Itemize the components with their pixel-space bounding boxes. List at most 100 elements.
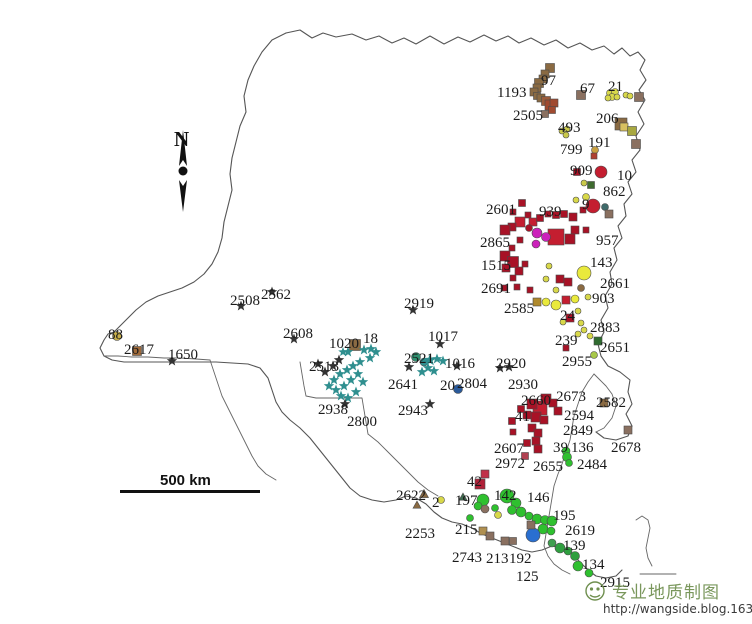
- map-point-symbol: [480, 504, 490, 514]
- map-point-symbol: [411, 352, 421, 362]
- map-point-symbol: [485, 531, 495, 541]
- map-point-symbol: [577, 319, 585, 327]
- map-point-symbol: [266, 286, 278, 297]
- map-point-label: 239: [555, 333, 578, 349]
- map-point-symbol: [509, 537, 517, 545]
- north-letter: N: [174, 127, 190, 151]
- map-point-label: 1650: [168, 347, 198, 363]
- map-point-symbol: [536, 214, 544, 222]
- map-point-symbol: [334, 368, 346, 379]
- map-point-symbol: [577, 284, 585, 292]
- map-point-symbol: [564, 233, 576, 245]
- map-point-label: 2619: [565, 523, 595, 539]
- map-point-label: 903: [592, 291, 615, 307]
- map-point-label: 2253: [405, 526, 435, 542]
- map-point-symbol: [423, 353, 437, 366]
- map-point-symbol: [428, 365, 440, 376]
- map-point-symbol: [541, 110, 549, 118]
- watermark-logo-icon: [582, 580, 608, 602]
- map-point-symbol: [412, 500, 422, 509]
- map-point-symbol: [478, 526, 488, 536]
- map-point-symbol: [594, 165, 608, 179]
- map-point-label: 1017: [428, 329, 458, 345]
- map-point-symbol: [500, 284, 508, 292]
- map-point-symbol: [521, 452, 529, 460]
- map-point-symbol: [553, 406, 563, 416]
- map-point-label: 2660: [521, 393, 551, 409]
- map-point-label: 2608: [283, 326, 313, 342]
- map-point-label: 146: [527, 490, 550, 506]
- map-point-symbol: [358, 344, 370, 355]
- map-point-symbol: [451, 360, 463, 371]
- map-point-symbol: [342, 346, 354, 357]
- map-point-symbol: [552, 211, 560, 219]
- map-point-symbol: [541, 232, 551, 242]
- map-point-symbol: [521, 260, 529, 268]
- map-point-label: 799: [560, 142, 583, 158]
- map-point-symbol: [539, 415, 549, 425]
- map-point-symbol: [545, 63, 555, 73]
- map-point-symbol: [501, 263, 511, 273]
- map-point-label: 24: [560, 308, 575, 324]
- map-point-label: 2651: [600, 340, 630, 356]
- map-point-label: 957: [596, 233, 619, 249]
- map-point-symbol: [586, 332, 594, 340]
- map-point-label: 197: [455, 493, 478, 509]
- map-point-label: 2594: [564, 408, 594, 424]
- map-point-symbol: [531, 227, 543, 239]
- map-point-symbol: [458, 492, 468, 501]
- map-point-symbol: [584, 568, 594, 578]
- map-point-symbol: [132, 346, 142, 356]
- map-point-symbol: [546, 526, 556, 536]
- map-point-symbol: [508, 244, 516, 252]
- map-point-label: 2601: [486, 202, 516, 218]
- map-point-symbol: [312, 358, 324, 369]
- map-point-label: 2655: [533, 459, 563, 475]
- map-point-symbol: [548, 106, 556, 114]
- map-point-label: 213: [486, 551, 509, 567]
- map-point-symbol: [418, 488, 430, 498]
- map-point-label: 2943: [398, 403, 428, 419]
- map-point-label: 192: [509, 551, 532, 567]
- map-point-label: 195: [553, 508, 576, 524]
- map-point-symbol: [235, 300, 247, 311]
- map-point-symbol: [515, 506, 527, 518]
- map-point-symbol: [416, 366, 428, 377]
- map-point-symbol: [593, 336, 603, 346]
- map-point-symbol: [166, 355, 178, 366]
- map-point-symbol: [328, 374, 340, 385]
- map-point-symbol: [545, 262, 553, 270]
- map-point-symbol: [580, 326, 588, 334]
- map-point-symbol: [623, 425, 633, 435]
- map-point-symbol: [599, 398, 609, 408]
- map-point-label: 2955: [562, 354, 592, 370]
- map-point-symbol: [508, 417, 516, 425]
- map-point-symbol: [584, 293, 592, 301]
- map-point-label: 191: [588, 135, 611, 151]
- map-point-label: 2883: [590, 320, 620, 336]
- map-point-label: 2641: [388, 377, 418, 393]
- map-point-symbol: [526, 286, 534, 294]
- map-point-symbol: [341, 364, 353, 375]
- map-point-label: 2691: [481, 281, 511, 297]
- map-point-label: 215: [455, 522, 478, 538]
- map-point-symbol: [474, 478, 486, 490]
- map-point-symbol: [541, 297, 551, 307]
- map-point-symbol: [533, 444, 543, 454]
- map-point-label: 2521: [404, 351, 434, 367]
- map-point-symbol: [580, 179, 588, 187]
- map-point-symbol: [518, 199, 526, 207]
- map-point-label: 88: [108, 327, 123, 343]
- map-point-label: 2849: [563, 423, 593, 439]
- map-point-label: 9: [582, 197, 590, 213]
- map-point-symbol: [509, 274, 517, 282]
- map-point-symbol: [585, 198, 601, 214]
- map-point-label: 2484: [577, 457, 607, 473]
- map-point-symbol: [634, 92, 644, 102]
- map-point-symbol: [631, 139, 641, 149]
- map-point-symbol: [552, 286, 560, 294]
- map-point-label: 2562: [261, 287, 291, 303]
- map-point-symbol: [453, 384, 463, 394]
